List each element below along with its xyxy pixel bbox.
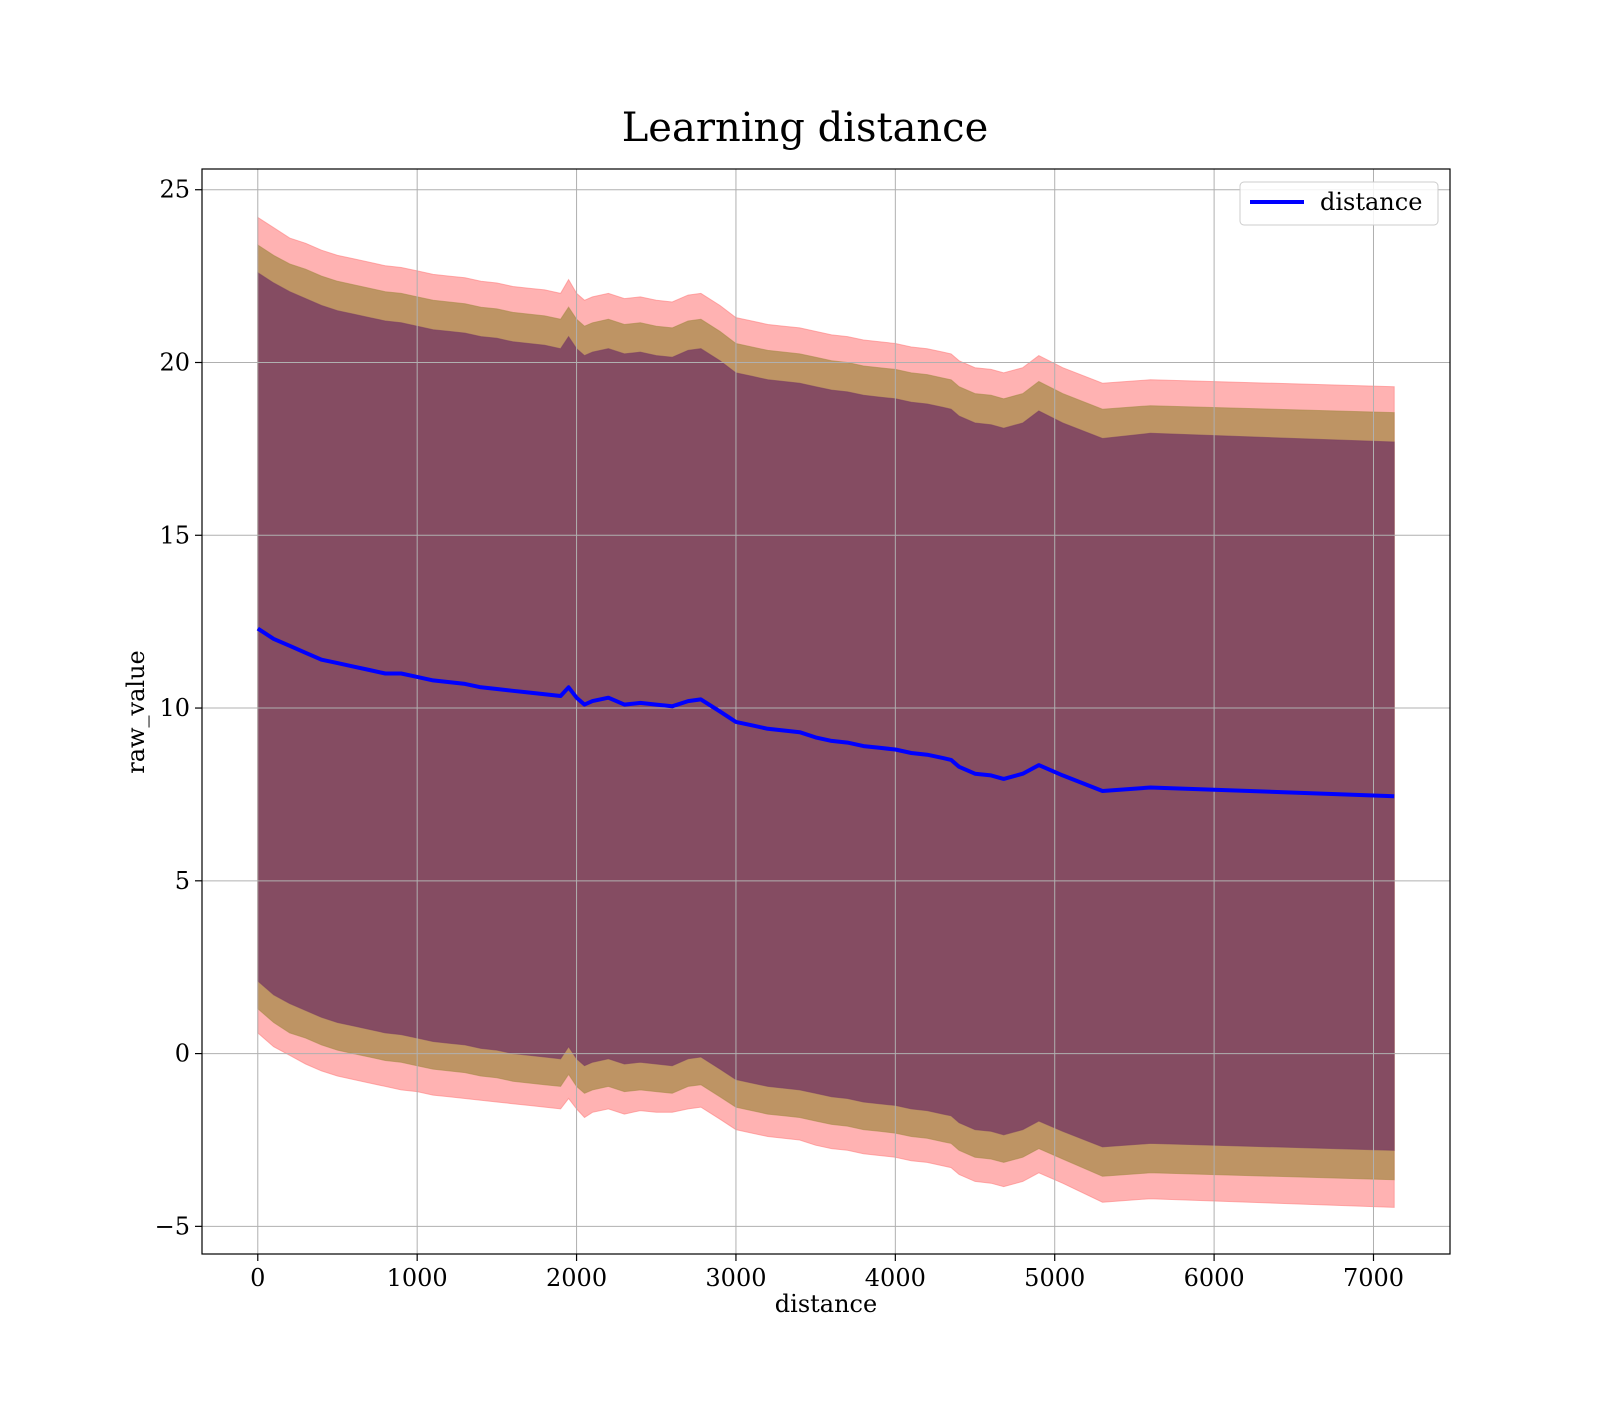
- legend-label: distance: [1320, 188, 1422, 216]
- x-tick-label: 7000: [1343, 1264, 1404, 1292]
- x-tick-label: 0: [250, 1264, 265, 1292]
- x-axis-label: distance: [775, 1290, 877, 1318]
- band-inner: [257, 271, 1395, 1151]
- y-tick-label: 10: [159, 694, 190, 722]
- confidence-bands: [257, 216, 1395, 1208]
- x-tick-label: 6000: [1184, 1264, 1245, 1292]
- y-tick-label: 15: [159, 521, 190, 549]
- legend-box: [1239, 181, 1439, 226]
- series-lines: [256, 626, 1395, 799]
- x-tick-label: 1000: [387, 1264, 448, 1292]
- y-tick-label: 25: [159, 176, 190, 204]
- legend: distance: [1239, 181, 1439, 226]
- x-tick-label: 4000: [865, 1264, 926, 1292]
- y-axis-label: raw_value: [122, 650, 150, 774]
- y-tick-label: −5: [155, 1212, 190, 1240]
- x-tick-label: 2000: [546, 1264, 607, 1292]
- y-tick-label: 0: [175, 1040, 190, 1068]
- series-line-distance: [256, 626, 1395, 799]
- y-tick-label: 5: [175, 867, 190, 895]
- chart-title: Learning distance: [622, 105, 989, 151]
- y-tick-label: 20: [159, 349, 190, 377]
- plot-frame: [201, 168, 1451, 1255]
- x-tick-label: 5000: [1024, 1264, 1085, 1292]
- axis-ticks: 0 1000 2000 3000 4000 5000 6000 7000 −5 0 5 10 15 20 2…: [155, 176, 1404, 1292]
- x-tick-label: 3000: [705, 1264, 766, 1292]
